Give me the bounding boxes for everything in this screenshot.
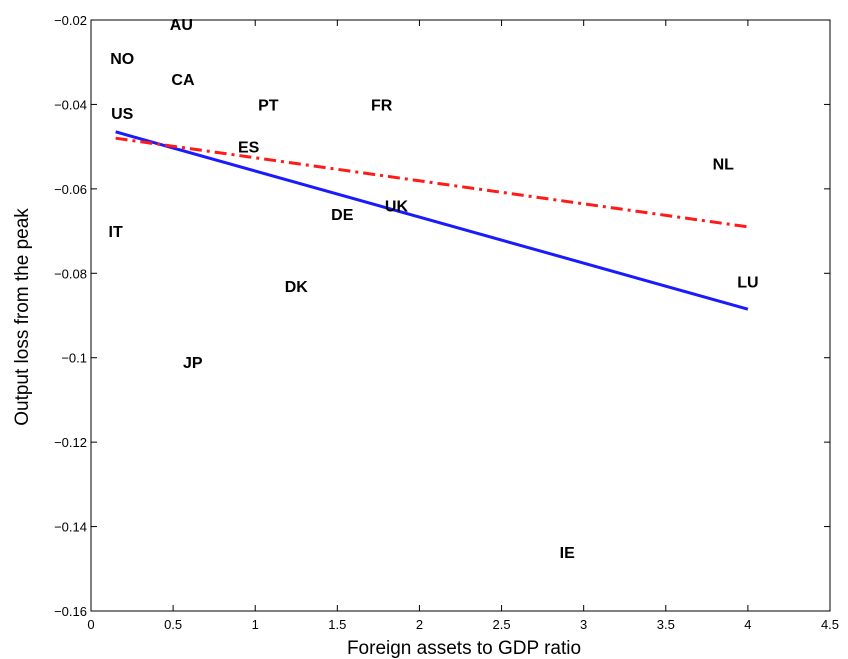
point-label-jp: JP xyxy=(183,355,203,372)
y-tick-label: −0.12 xyxy=(54,435,87,450)
y-tick-label: −0.16 xyxy=(54,604,87,619)
y-tick-label: −0.02 xyxy=(54,13,87,28)
point-label-nl: NL xyxy=(713,157,735,174)
x-tick-label: 2.5 xyxy=(493,617,511,632)
y-tick-label: −0.08 xyxy=(54,266,87,281)
point-label-fr: FR xyxy=(371,97,393,114)
x-tick-label: 3.5 xyxy=(657,617,675,632)
point-label-dk: DK xyxy=(285,279,309,296)
axes xyxy=(90,19,831,612)
point-label-it: IT xyxy=(109,224,123,241)
x-tick-label: 4.5 xyxy=(821,617,839,632)
fit-lines xyxy=(115,130,749,311)
point-label-lu: LU xyxy=(737,275,758,292)
y-tick-label: −0.14 xyxy=(54,520,87,535)
dash-dot-fit-line xyxy=(115,136,749,229)
x-tick-label: 2 xyxy=(416,617,423,632)
x-tick-label: 1.5 xyxy=(328,617,346,632)
y-tick-label: −0.1 xyxy=(61,351,87,366)
plot-frame xyxy=(90,19,831,612)
y-axis-label: Output loss from the peak xyxy=(12,208,33,426)
point-label-es: ES xyxy=(238,140,260,157)
y-ticks: −0.16 −0.14 −0.12 −0.1 −0.08 −0.06 −0.04 −0.02 xyxy=(54,13,830,619)
x-axis-label: Foreign assets to GDP ratio xyxy=(347,638,581,659)
y-tick-label: −0.06 xyxy=(54,182,87,197)
point-label-de: DE xyxy=(331,207,354,224)
x-tick-label: 0 xyxy=(87,617,94,632)
solid-fit-line xyxy=(115,130,749,311)
y-tick-label: −0.04 xyxy=(54,97,87,112)
point-label-au: AU xyxy=(170,17,193,34)
x-tick-label: 3 xyxy=(580,617,587,632)
x-tick-label: 1 xyxy=(252,617,259,632)
point-label-ca: CA xyxy=(171,72,195,89)
x-ticks: 0 0.5 1 1.5 2 2.5 3 3.5 4 4.5 xyxy=(87,20,839,632)
data-points: AU NO CA US PT FR ES NL IT DE UK LU DK JP IE xyxy=(109,17,759,562)
x-tick-label: 4 xyxy=(744,617,751,632)
x-tick-label: 0.5 xyxy=(164,617,182,632)
point-label-uk: UK xyxy=(385,199,409,216)
point-label-ie: IE xyxy=(560,545,575,562)
point-label-us: US xyxy=(111,106,134,123)
point-label-pt: PT xyxy=(258,97,279,114)
point-label-no: NO xyxy=(110,51,134,68)
